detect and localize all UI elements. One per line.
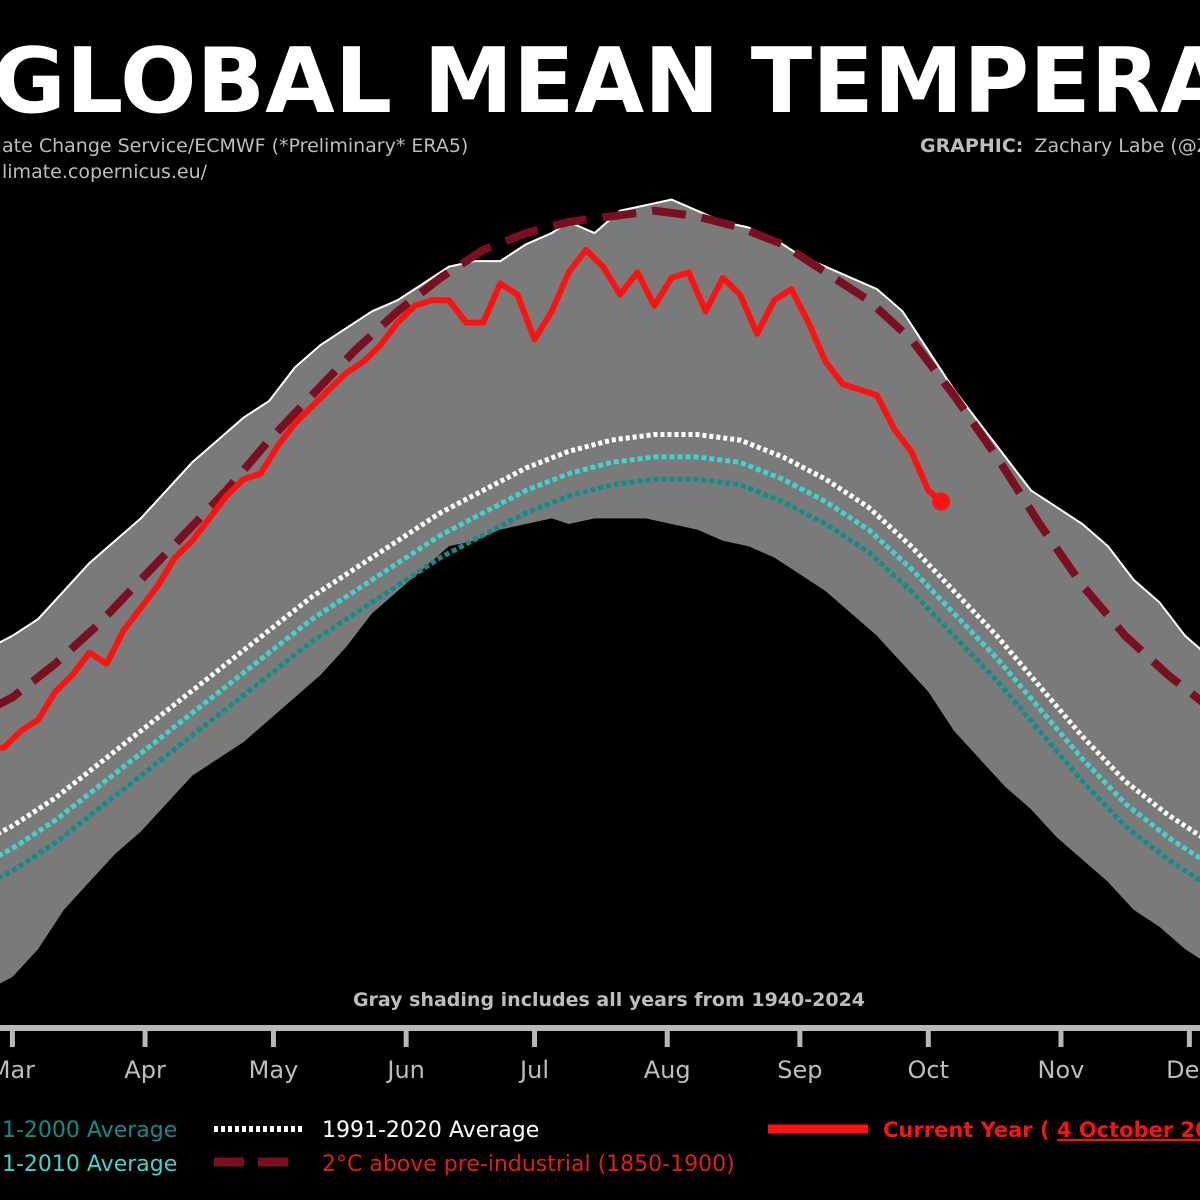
- source-line-1: ate Change Service/ECMWF (*Preliminary* …: [2, 135, 468, 157]
- plot-area: [0, 198, 1200, 984]
- graphic-author: Zachary Labe (@Z: [1034, 135, 1200, 157]
- x-tick-label: May: [249, 1056, 299, 1084]
- source-line-2: limate.copernicus.eu/: [2, 161, 208, 183]
- gray-band-1940-2024: [0, 199, 1200, 984]
- x-axis: Mar Apr May Jun Jul Aug Sep Oct Nov Dec: [0, 1025, 1200, 1084]
- legend-label-1981-2010: 1-2010 Average: [2, 1152, 177, 1177]
- shading-note: Gray shading includes all years from 194…: [353, 989, 865, 1011]
- x-tick-label: Sep: [777, 1056, 822, 1084]
- graphic-label: GRAPHIC:: [920, 135, 1023, 157]
- series-current-year: [0, 246, 944, 751]
- x-tick-label: Apr: [124, 1056, 166, 1084]
- x-tick-label: Dec: [1166, 1056, 1200, 1084]
- x-tick-label: Jun: [385, 1056, 425, 1084]
- x-tick-label: Nov: [1038, 1056, 1085, 1084]
- x-tick-label: Aug: [644, 1056, 691, 1084]
- legend-current-prefix: Current Year (: [883, 1118, 1050, 1142]
- legend-label-1991-2020: 1991-2020 Average: [322, 1118, 539, 1143]
- legend: 1-2000 Average 1-2010 Average 1991-2020 …: [2, 1118, 1200, 1177]
- gray-band-upper-edge: [0, 198, 1200, 651]
- series-avg-1991-2020: [0, 432, 1200, 839]
- current-year-endpoint: [932, 492, 951, 511]
- legend-label-1981-2000: 1-2000 Average: [2, 1118, 177, 1143]
- chart-title: GLOBAL MEAN TEMPERATU: [0, 29, 1200, 134]
- series-avg-1981-2000: [0, 476, 1200, 884]
- x-tick-label: Jul: [518, 1056, 549, 1084]
- legend-current-date: 4 October 2025: [1057, 1118, 1200, 1142]
- x-tick-label: Mar: [0, 1056, 35, 1084]
- legend-label-current-year: Current Year ( 4 October 2025: [883, 1118, 1200, 1142]
- legend-label-preindustrial: 2°C above pre-industrial (1850-1900): [322, 1152, 735, 1177]
- series-2c-preindustrial: [0, 206, 1200, 709]
- graphic-credit: GRAPHIC: Zachary Labe (@Z: [920, 135, 1200, 157]
- x-tick-label: Oct: [908, 1056, 950, 1084]
- series-avg-1981-2010: [0, 454, 1200, 862]
